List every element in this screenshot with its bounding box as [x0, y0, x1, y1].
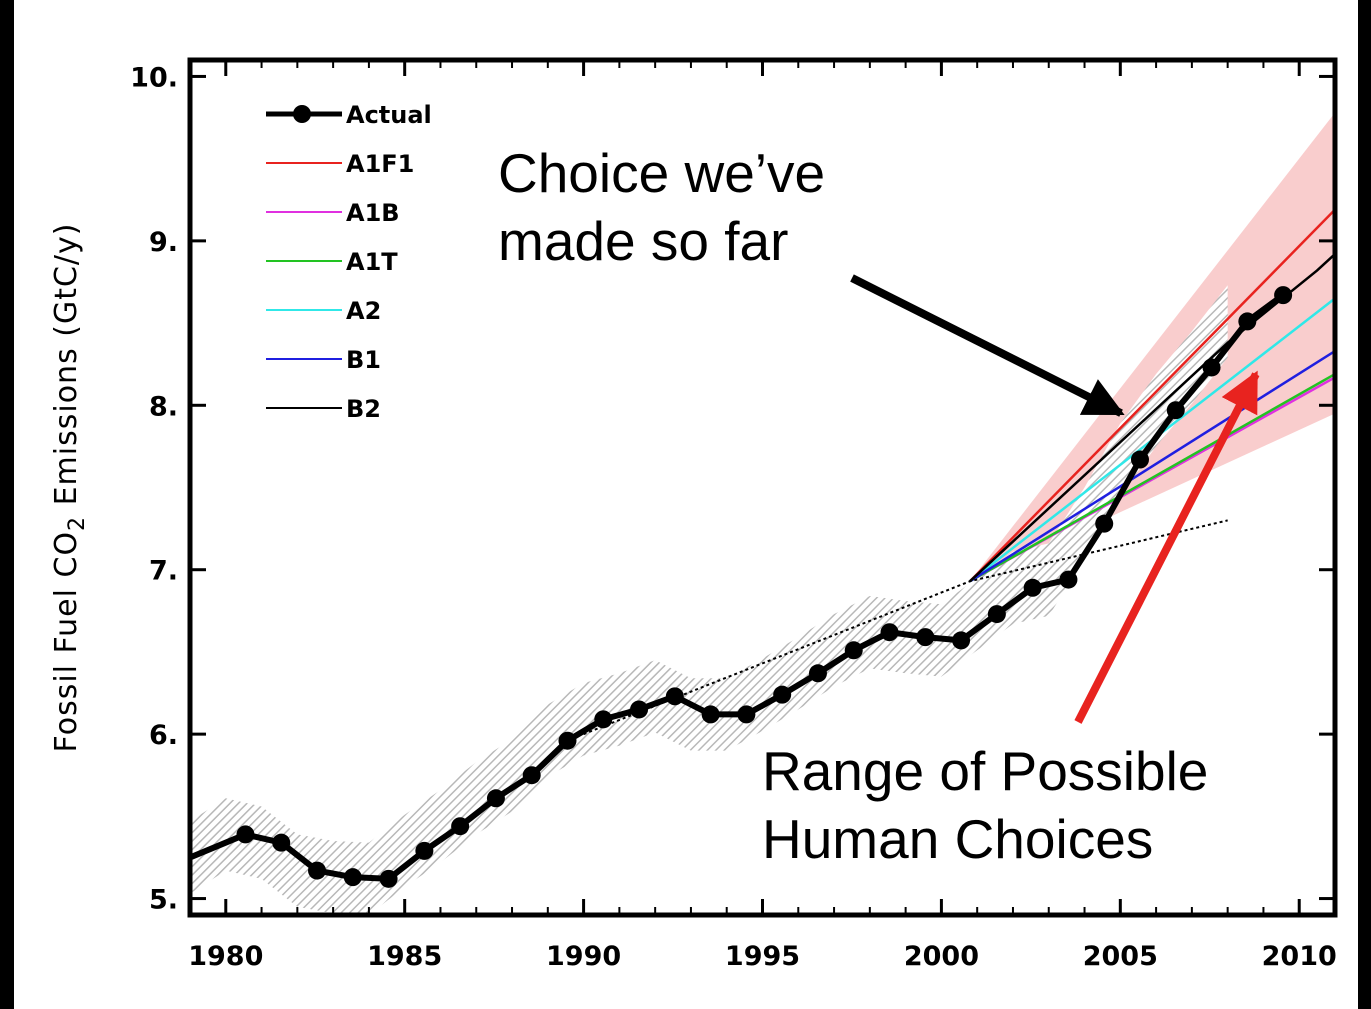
actual-point [630, 700, 649, 719]
scenario-line-a1t [969, 372, 1335, 583]
y-axis-label-subscript: 2 [65, 516, 90, 531]
trend-line [583, 519, 1228, 736]
emissions-chart: 1980 1985 1990 1995 2000 2005 2010 5. 6. 7. 8. 9. 10… [49, 57, 1338, 972]
annotation-range-line: Human Choices [762, 808, 1153, 870]
annotation-range-line: Range of Possible [762, 740, 1208, 802]
actual-point [808, 664, 827, 683]
actual-point [451, 817, 470, 836]
actual-point [379, 869, 398, 888]
actual-point [522, 766, 541, 785]
actual-point [1095, 514, 1114, 533]
actual-point [1023, 578, 1042, 597]
x-tick-label: 1980 [188, 941, 263, 972]
actual-point [773, 685, 792, 704]
legend-label-b2: B2 [346, 395, 381, 423]
legend-label-a1f1: A1F1 [346, 150, 414, 178]
actual-point [737, 705, 756, 724]
actual-point [594, 710, 613, 729]
actual-point [1238, 312, 1257, 331]
annotation-range-arrow [1074, 370, 1260, 724]
scenario-line-a1f1 [969, 208, 1335, 583]
actual-point [880, 623, 899, 642]
actual-point [486, 789, 505, 808]
annotation-choice-arrow [850, 274, 1125, 417]
actual-point [844, 641, 863, 660]
legend: Actual A1F1 A1B A1T A2 B1 B2 [266, 101, 432, 423]
actual-point [272, 833, 291, 852]
actual-point [1130, 450, 1149, 469]
actual-point [701, 705, 720, 724]
actual-point [308, 861, 327, 880]
legend-marker [293, 105, 311, 123]
annotation-choice-line: Choice we’ve [498, 142, 825, 204]
x-tick-label: 1995 [725, 941, 800, 972]
y-tick-label: 5. [149, 885, 178, 916]
trend-line-layer [583, 519, 1228, 736]
y-tick-label: 8. [149, 391, 178, 422]
y-tick-label: 6. [149, 720, 178, 751]
y-tick-label: 10. [130, 62, 178, 93]
actual-point [1059, 570, 1078, 589]
y-tick-label: 9. [149, 227, 178, 258]
x-tick-label: 2005 [1083, 941, 1158, 972]
actual-series-layer [190, 286, 1293, 888]
scenario-range-area [970, 112, 1335, 582]
x-tick-label: 2010 [1262, 941, 1337, 972]
actual-point [1166, 401, 1185, 420]
tick-layer: 1980 1985 1990 1995 2000 2005 2010 5. 6. 7. 8. 9. 10… [130, 60, 1337, 972]
annotation-choice-line: made so far [498, 210, 788, 272]
actual-point [558, 731, 577, 750]
actual-point [952, 631, 971, 650]
actual-point [415, 841, 434, 860]
legend-label-b1: B1 [346, 346, 381, 374]
actual-point [343, 868, 362, 887]
scenario-line-b1 [969, 349, 1335, 583]
x-tick-label: 1990 [546, 941, 621, 972]
legend-label-a1t: A1T [346, 248, 398, 276]
actual-point [1202, 358, 1221, 377]
x-tick-label: 1985 [367, 941, 442, 972]
actual-point [1274, 286, 1293, 305]
y-tick-label: 7. [149, 556, 178, 587]
scenario-range-layer [970, 112, 1335, 582]
actual-point [665, 687, 684, 706]
actual-point [236, 825, 255, 844]
y-axis-label: Fossil Fuel CO2 Emissions (GtC/y) [49, 223, 90, 753]
x-tick-label: 2000 [904, 941, 979, 972]
legend-label-a1b: A1B [346, 199, 400, 227]
chart-panel: 1980 1985 1990 1995 2000 2005 2010 5. 6. 7. 8. 9. 10… [14, 0, 1358, 1009]
legend-label-a2: A2 [346, 297, 381, 325]
actual-point [987, 605, 1006, 624]
legend-label-actual: Actual [346, 101, 432, 129]
y-axis-label-end: Emissions (GtC/y) [49, 223, 84, 516]
y-axis-label-main: Fossil Fuel CO [49, 531, 84, 753]
actual-point [916, 628, 935, 647]
